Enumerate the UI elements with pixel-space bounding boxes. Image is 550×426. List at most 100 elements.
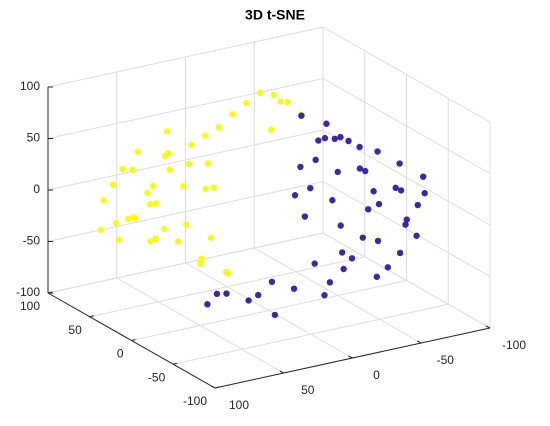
point (284, 99, 291, 106)
z-tick-label: -50 (23, 234, 41, 248)
y-tick (214, 386, 220, 389)
grid-line (89, 256, 365, 318)
x-tick-label: -100 (502, 338, 526, 352)
x-tick (279, 370, 284, 374)
point (373, 273, 380, 280)
point (115, 236, 122, 243)
point (277, 98, 284, 105)
chart-title: 3D t-SNE (245, 7, 305, 23)
point (345, 137, 352, 145)
point (197, 260, 204, 267)
x-tick-label: 0 (373, 368, 380, 382)
point (112, 219, 120, 227)
grid-line (47, 129, 324, 191)
point (326, 279, 334, 286)
point (331, 135, 338, 142)
x-tick-label: -50 (437, 353, 455, 367)
point (180, 183, 187, 190)
point (188, 141, 195, 148)
point (403, 216, 410, 223)
x-tick-label: 50 (301, 383, 315, 397)
point (396, 160, 403, 167)
point (147, 238, 154, 245)
x-tick-label: 100 (229, 398, 249, 412)
point (185, 160, 193, 168)
point (396, 249, 404, 257)
point (421, 190, 428, 197)
point (334, 168, 341, 176)
point (374, 148, 381, 155)
y-tick-label: -100 (183, 394, 207, 408)
point (321, 292, 328, 299)
point (315, 137, 322, 144)
point (243, 99, 250, 107)
grid-line (173, 303, 449, 365)
point (213, 290, 221, 297)
point (271, 311, 279, 319)
point (223, 290, 230, 297)
point (365, 206, 372, 213)
point (268, 126, 275, 133)
point (384, 264, 392, 271)
y-tick (173, 362, 178, 365)
point (340, 265, 347, 273)
point (392, 184, 399, 192)
point (268, 278, 276, 285)
point (374, 237, 382, 245)
point (132, 215, 139, 222)
point (270, 91, 278, 99)
grid-line (322, 78, 491, 174)
y-tick-label: 100 (20, 299, 40, 313)
y-tick (47, 291, 53, 294)
point (413, 232, 420, 239)
point (370, 188, 377, 195)
point (301, 213, 309, 220)
point (255, 291, 262, 299)
point (290, 285, 298, 292)
point (146, 201, 154, 208)
x-tick (348, 355, 353, 359)
point (215, 124, 223, 131)
point (356, 143, 363, 151)
point (402, 221, 409, 228)
y-tick-label: 50 (68, 323, 82, 337)
point (144, 189, 151, 196)
point (163, 128, 171, 135)
grid-line (322, 129, 491, 226)
point (134, 148, 142, 155)
point (97, 226, 105, 234)
point (207, 234, 215, 242)
point (166, 166, 173, 173)
point (321, 134, 329, 142)
point (152, 235, 159, 242)
point (204, 160, 212, 167)
point (100, 197, 107, 204)
grid-line (47, 181, 324, 242)
point (256, 89, 264, 96)
point (223, 268, 230, 276)
point (201, 132, 209, 139)
grid-line (47, 26, 324, 88)
z-tick-label: 0 (33, 182, 40, 196)
point (375, 200, 383, 208)
point (161, 225, 168, 233)
x-tick (417, 340, 422, 344)
point (298, 112, 305, 119)
point (291, 192, 299, 199)
grid-line (131, 280, 407, 341)
point (183, 221, 190, 228)
point (323, 120, 330, 127)
point (149, 182, 157, 190)
point (397, 187, 405, 194)
point (245, 297, 252, 304)
point (125, 215, 132, 223)
point (109, 181, 117, 188)
point (356, 165, 364, 172)
z-tick-label: 50 (27, 131, 41, 145)
point (129, 166, 136, 173)
point (337, 222, 344, 229)
y-tick-label: 0 (117, 347, 124, 361)
point (312, 156, 319, 164)
x-tick (485, 325, 491, 329)
point (297, 163, 304, 171)
